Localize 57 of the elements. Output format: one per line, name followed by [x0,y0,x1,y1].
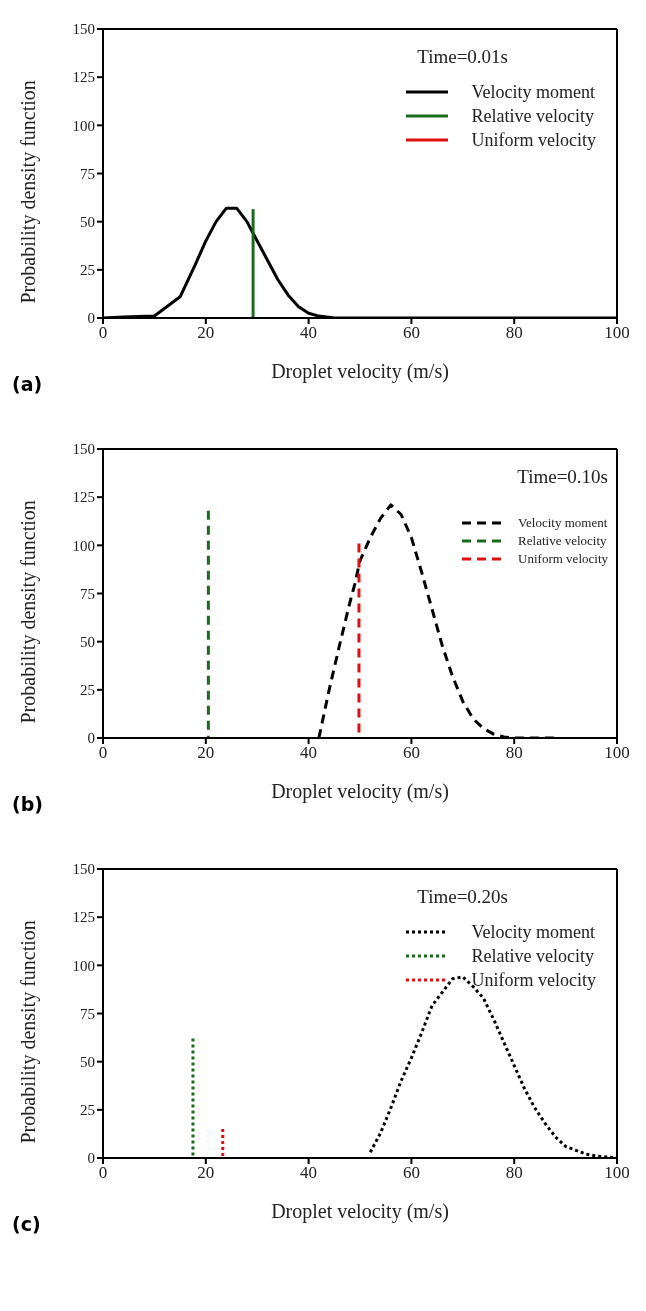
y-tick-label: 100 [72,117,95,134]
y-tick-label: 25 [80,262,95,279]
x-tick-label: 80 [505,743,523,763]
y-tick-label: 25 [80,682,95,699]
x-tick-label: 60 [402,323,420,343]
x-axis-title: Droplet velocity (m/s) [271,1200,449,1223]
legend-label: Uniform velocity [471,969,596,992]
legend-label: Velocity moment [471,921,595,944]
y-tick-label: 75 [80,165,95,182]
x-tick-label: 40 [300,1163,318,1183]
y-tick-label: 0 [87,310,95,327]
x-tick-label: 80 [505,1163,523,1183]
x-tick-label: 100 [604,743,630,763]
x-axis-title: Droplet velocity (m/s) [271,360,449,383]
x-tick-label: 100 [604,323,630,343]
y-tick-label: 150 [72,21,95,38]
text: (c) [12,1213,41,1235]
x-tick-label: 60 [402,1163,420,1183]
legend-label: Relative velocity [471,105,594,128]
x-tick-label: 80 [505,323,523,343]
y-tick-label: 0 [87,1150,95,1167]
y-tick-label: 125 [72,489,95,506]
x-tick-label: 20 [197,323,215,343]
y-tick-label: 0 [87,730,95,747]
annotation: Time=0.20s [417,886,508,908]
legend-label: Relative velocity [471,945,594,968]
y-tick-label: 100 [72,537,95,554]
y-tick-label: 100 [72,957,95,974]
x-tick-label: 40 [300,323,318,343]
legend-label: Velocity moment [471,81,595,104]
text: (a) [12,373,43,395]
y-tick-label: 125 [72,909,95,926]
x-tick-label: 60 [402,743,420,763]
legend-label: Velocity moment [518,514,608,532]
legend-label: Uniform velocity [471,129,596,152]
y-tick-label: 125 [72,69,95,86]
y-tick-label: 50 [80,1053,95,1070]
x-tick-label: 20 [197,1163,215,1183]
y-tick-label: 50 [80,213,95,230]
annotation: Time=0.01s [417,46,508,68]
x-tick-label: 40 [300,743,318,763]
y-tick-label: 75 [80,1005,95,1022]
y-tick-label: 150 [72,861,95,878]
y-tick-label: 75 [80,585,95,602]
x-axis-title: Droplet velocity (m/s) [271,780,449,803]
y-axis-title: Probability density function [17,80,41,304]
text: (b) [12,793,43,815]
legend-label: Relative velocity [518,532,607,550]
y-axis-title: Probability density function [17,920,41,1144]
y-tick-label: 150 [72,441,95,458]
y-axis-title: Probability density function [17,500,41,724]
y-tick-label: 25 [80,1102,95,1119]
y-tick-label: 50 [80,633,95,650]
x-tick-label: 20 [197,743,215,763]
legend-label: Uniform velocity [518,550,608,568]
x-tick-label: 100 [604,1163,630,1183]
annotation: Time=0.10s [517,466,608,488]
